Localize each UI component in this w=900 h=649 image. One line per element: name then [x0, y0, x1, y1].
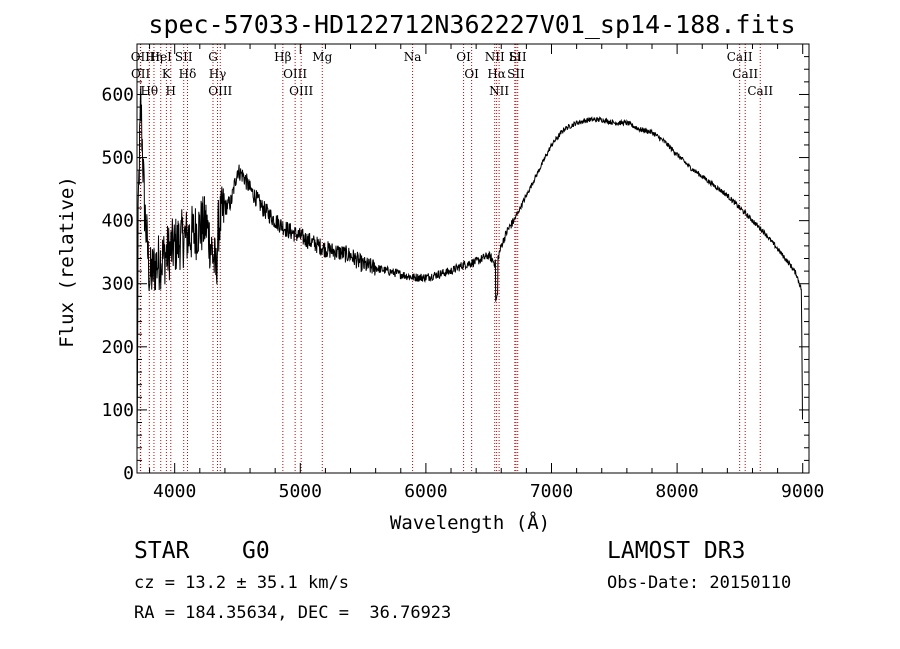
- spectral-line-label: H: [166, 84, 176, 98]
- survey-name: LAMOST DR3: [607, 538, 746, 564]
- x-tick-label: 9000: [781, 481, 824, 502]
- y-tick-label: 400: [101, 211, 134, 232]
- spectral-line-label: G: [208, 50, 218, 64]
- spectral-line-label: Hθ: [140, 84, 158, 98]
- x-tick-label: 6000: [404, 481, 447, 502]
- spectral-line-label: SII: [175, 50, 193, 64]
- spectral-line-label: OI: [464, 67, 479, 81]
- spectral-line-label: Na: [404, 50, 422, 64]
- spectral-line-label: SII: [507, 67, 525, 81]
- coordinates: RA = 184.35634, DEC = 36.76923: [134, 603, 452, 623]
- x-axis-label: Wavelength (Å): [390, 511, 550, 534]
- x-tick-label: 7000: [530, 481, 573, 502]
- y-axis-label: Flux (relative): [56, 176, 78, 348]
- spectral-line-label: K: [162, 67, 172, 81]
- x-tick-label: 4000: [153, 481, 196, 502]
- y-tick-label: 100: [101, 400, 134, 421]
- spectral-line-label: OI: [456, 50, 471, 64]
- spectral-line-label: Hγ: [209, 67, 227, 81]
- object-subclass: G0: [242, 538, 270, 564]
- spectral-line-label: Hβ: [274, 50, 291, 64]
- axes-frame: [136, 43, 810, 474]
- object-class: STAR: [134, 538, 190, 564]
- y-tick-label: 600: [101, 84, 134, 105]
- chart-title: spec-57033-HD122712N362227V01_sp14-188.f…: [148, 10, 795, 39]
- spectral-line-label: NII: [489, 84, 509, 98]
- spectral-line-label: Hη: [145, 50, 163, 64]
- spectral-line-label: OIII: [208, 84, 232, 98]
- spectral-line-label: NII: [485, 50, 505, 64]
- spectral-line-label: CaII: [727, 50, 753, 64]
- spectral-line-label: OIII: [289, 84, 313, 98]
- spectral-line-label: Hα: [487, 67, 506, 81]
- spectral-line-label: Mg: [312, 50, 332, 64]
- x-tick-label: 5000: [279, 481, 322, 502]
- spectral-line-label: HeI: [150, 50, 173, 64]
- spectral-line-label: Hδ: [179, 67, 197, 81]
- y-tick-label: 200: [101, 337, 134, 358]
- spectral-line-label: Li: [509, 50, 521, 64]
- x-tick-label: 8000: [655, 481, 698, 502]
- y-tick-label: 0: [123, 463, 134, 484]
- spectral-line-label: OII: [131, 67, 151, 81]
- spectral-line-label: CaII: [732, 67, 758, 81]
- observation-date: Obs-Date: 20150110: [607, 573, 792, 593]
- spectral-line-label: OIII: [283, 67, 307, 81]
- spectral-line-label: CaII: [747, 84, 773, 98]
- spectral-line-label: SII: [509, 50, 527, 64]
- y-tick-label: 300: [101, 274, 134, 295]
- redshift-value: cz = 13.2 ± 35.1 km/s: [134, 573, 349, 593]
- spectrum-line: [136, 86, 803, 452]
- y-tick-label: 500: [101, 148, 134, 169]
